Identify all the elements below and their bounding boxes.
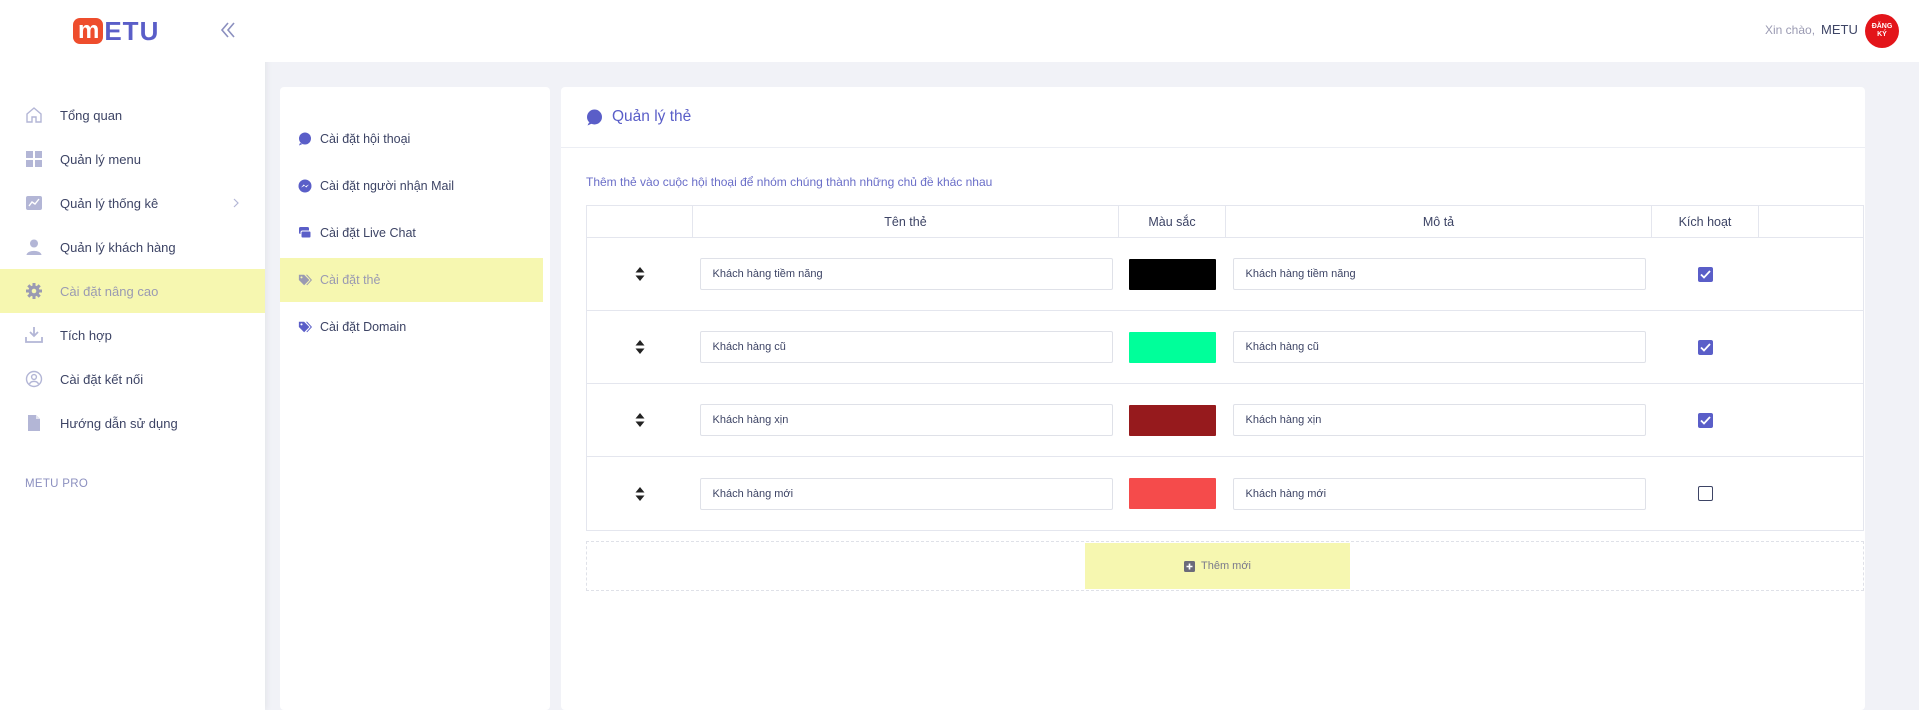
column-header-description: Mô tả bbox=[1226, 206, 1652, 237]
tag-description-input[interactable] bbox=[1232, 258, 1646, 290]
tag-name-input[interactable] bbox=[699, 331, 1113, 363]
tags-table: Tên thẻ Màu sắc Mô tả Kích hoạt bbox=[586, 205, 1864, 531]
sidebar: m ETU Tổng quan Quản lý menu Quản lý thố… bbox=[0, 0, 265, 710]
logo-text: ETU bbox=[104, 16, 160, 46]
column-header-active: Kích hoạt bbox=[1652, 206, 1759, 237]
page-description: Thêm thẻ vào cuộc hội thoại để nhóm chún… bbox=[586, 175, 993, 189]
sort-handle-icon[interactable] bbox=[635, 486, 645, 501]
column-header-actions bbox=[1759, 206, 1863, 237]
sidebar-item-label: Quản lý khách hàng bbox=[60, 239, 176, 255]
gear-icon bbox=[25, 282, 43, 300]
greeting-text: Xin chào, bbox=[1765, 23, 1816, 37]
submenu-item-mail-recipient[interactable]: Cài đặt người nhận Mail bbox=[280, 164, 550, 208]
tag-name-input[interactable] bbox=[699, 404, 1113, 436]
logo-mark: m bbox=[73, 18, 104, 44]
chat-bubble-icon bbox=[298, 132, 312, 146]
sidebar-item-label: Quản lý thống kê bbox=[60, 195, 159, 211]
settings-submenu: Cài đặt hội thoại Cài đặt người nhận Mai… bbox=[280, 87, 550, 710]
grid-icon bbox=[25, 150, 43, 168]
column-header-color: Màu sắc bbox=[1119, 206, 1226, 237]
sort-handle-icon[interactable] bbox=[635, 267, 645, 281]
submenu-item-label: Cài đặt hội thoại bbox=[320, 132, 411, 146]
submenu-item-live-chat[interactable]: Cài đặt Live Chat bbox=[280, 211, 550, 255]
tag-management-card: Quản lý thẻ Thêm thẻ vào cuộc hội thoại … bbox=[561, 87, 1865, 710]
comments-icon bbox=[298, 226, 312, 240]
chart-icon bbox=[25, 194, 43, 212]
column-header-name: Tên thẻ bbox=[693, 206, 1119, 237]
sidebar-item-guide[interactable]: Hướng dẫn sử dụng bbox=[0, 401, 265, 445]
page-title: Quản lý thẻ bbox=[612, 108, 692, 125]
sidebar-item-menu[interactable]: Quản lý menu bbox=[0, 137, 265, 181]
app-logo[interactable]: m ETU bbox=[73, 17, 159, 45]
submenu-item-conversation[interactable]: Cài đặt hội thoại bbox=[280, 117, 550, 161]
sort-handle-icon[interactable] bbox=[635, 413, 645, 427]
tag-description-input[interactable] bbox=[1232, 404, 1646, 436]
tag-description-input[interactable] bbox=[1232, 331, 1646, 363]
sidebar-item-label: Tích hợp bbox=[60, 327, 112, 343]
sidebar-item-label: Quản lý menu bbox=[60, 151, 141, 167]
submenu-item-label: Cài đặt người nhận Mail bbox=[320, 179, 454, 193]
color-swatch[interactable] bbox=[1129, 258, 1216, 290]
tag-name-input[interactable] bbox=[699, 477, 1113, 510]
home-icon bbox=[25, 106, 43, 124]
collapse-sidebar-icon[interactable] bbox=[216, 18, 240, 42]
add-tag-button[interactable]: Thêm mới bbox=[1085, 543, 1350, 589]
sidebar-item-connections[interactable]: Cài đặt kết nối bbox=[0, 357, 265, 401]
table-row bbox=[587, 457, 1863, 530]
sidebar-item-customers[interactable]: Quản lý khách hàng bbox=[0, 225, 265, 269]
sidebar-item-integrations[interactable]: Tích hợp bbox=[0, 313, 265, 357]
submenu-item-label: Cài đặt thẻ bbox=[320, 273, 381, 287]
active-checkbox[interactable] bbox=[1698, 412, 1713, 428]
color-swatch[interactable] bbox=[1129, 478, 1216, 509]
sidebar-item-label: Cài đặt kết nối bbox=[60, 371, 144, 387]
user-icon bbox=[25, 238, 43, 256]
active-checkbox[interactable] bbox=[1698, 486, 1713, 501]
top-header: Xin chào, METU ĐĂNG KÝ bbox=[265, 0, 1919, 62]
active-checkbox[interactable] bbox=[1698, 266, 1713, 282]
table-row bbox=[587, 238, 1863, 311]
card-header: Quản lý thẻ bbox=[561, 87, 1865, 148]
column-header-sort bbox=[587, 206, 693, 237]
sidebar-item-statistics[interactable]: Quản lý thống kê bbox=[0, 181, 265, 225]
download-icon bbox=[25, 326, 43, 344]
submenu-item-tags[interactable]: Cài đặt thẻ bbox=[280, 258, 543, 302]
table-row bbox=[587, 384, 1863, 457]
sidebar-item-label: Tổng quan bbox=[60, 107, 123, 123]
sidebar-item-advanced-settings[interactable]: Cài đặt nâng cao bbox=[0, 269, 265, 313]
plus-square-icon bbox=[1184, 560, 1195, 572]
tags-icon bbox=[298, 273, 312, 287]
color-swatch[interactable] bbox=[1129, 331, 1216, 363]
active-checkbox[interactable] bbox=[1698, 339, 1713, 355]
document-icon bbox=[25, 414, 43, 432]
sidebar-nav: Tổng quan Quản lý menu Quản lý thống kê … bbox=[0, 93, 265, 445]
tags-icon bbox=[298, 320, 312, 334]
sidebar-item-label: Cài đặt nâng cao bbox=[60, 283, 159, 299]
add-tag-label: Thêm mới bbox=[1201, 560, 1251, 572]
table-header: Tên thẻ Màu sắc Mô tả Kích hoạt bbox=[587, 206, 1863, 238]
avatar-text-line2: KÝ bbox=[1877, 31, 1887, 38]
user-circle-icon bbox=[25, 370, 43, 388]
chat-bubble-icon bbox=[586, 109, 603, 126]
sidebar-item-label: Hướng dẫn sử dụng bbox=[60, 415, 178, 431]
chevron-right-icon bbox=[232, 196, 240, 208]
submenu-item-label: Cài đặt Live Chat bbox=[320, 226, 416, 240]
sidebar-section-label: METU PRO bbox=[25, 478, 89, 490]
sort-handle-icon[interactable] bbox=[635, 340, 645, 354]
tag-name-input[interactable] bbox=[699, 258, 1113, 290]
table-row bbox=[587, 311, 1863, 384]
tag-description-input[interactable] bbox=[1232, 477, 1646, 510]
avatar[interactable]: ĐĂNG KÝ bbox=[1865, 14, 1899, 48]
submenu-item-label: Cài đặt Domain bbox=[320, 320, 407, 334]
messenger-icon bbox=[298, 179, 312, 193]
add-tag-bar: Thêm mới bbox=[586, 541, 1864, 591]
color-swatch[interactable] bbox=[1129, 404, 1216, 436]
submenu-item-domain[interactable]: Cài đặt Domain bbox=[280, 305, 550, 349]
user-name[interactable]: METU bbox=[1821, 22, 1858, 37]
sidebar-item-overview[interactable]: Tổng quan bbox=[0, 93, 265, 137]
avatar-text-line1: ĐĂNG bbox=[1871, 23, 1893, 30]
